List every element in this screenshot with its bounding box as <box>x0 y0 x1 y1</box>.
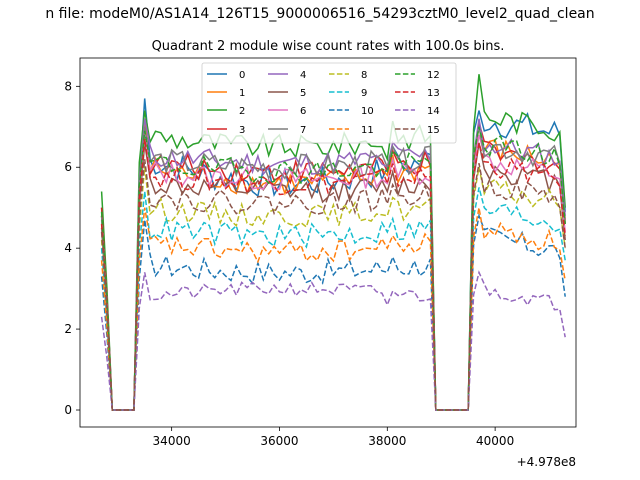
x-tick-label: 38000 <box>368 434 406 448</box>
series-line-10 <box>100 213 566 411</box>
series-line-12 <box>100 126 566 411</box>
y-axis: 0 2 4 6 8 <box>64 79 80 417</box>
legend-label: 2 <box>239 106 245 117</box>
series-line-7 <box>100 126 566 411</box>
y-tick-label: 6 <box>64 160 72 174</box>
series-line-9 <box>100 187 566 411</box>
legend-label: 8 <box>361 70 367 81</box>
legend-label: 6 <box>300 106 306 117</box>
legend-label: 11 <box>361 125 374 136</box>
legend-box <box>201 62 457 144</box>
y-tick-label: 2 <box>64 322 72 336</box>
x-axis-offset-label: +4.978e8 <box>517 455 576 469</box>
legend-label: 15 <box>427 125 440 136</box>
series-line-13 <box>100 138 566 411</box>
x-tick-label: 34000 <box>153 434 191 448</box>
series-line-11 <box>100 207 566 411</box>
series-line-6 <box>100 134 566 411</box>
legend-label: 1 <box>239 88 245 99</box>
legend-label: 7 <box>300 125 306 136</box>
legend-label: 5 <box>300 88 306 99</box>
x-tick-label: 36000 <box>260 434 298 448</box>
y-tick-label: 8 <box>64 79 72 93</box>
legend-label: 12 <box>427 70 440 81</box>
x-tick-label: 40000 <box>476 434 514 448</box>
legend-label: 4 <box>300 70 306 81</box>
series-line-5 <box>100 142 566 411</box>
y-tick-label: 4 <box>64 241 72 255</box>
legend-label: 10 <box>361 106 374 117</box>
legend-label: 3 <box>239 125 245 136</box>
series-line-8 <box>100 167 566 411</box>
y-tick-label: 0 <box>64 403 72 417</box>
figure-suptitle: n file: modeM0/AS1A14_126T15_9000006516_… <box>45 6 594 22</box>
series-line-14 <box>100 270 566 411</box>
chart-title: Quadrant 2 module wise count rates with … <box>152 39 505 54</box>
series-line-0 <box>100 98 566 411</box>
legend-label: 14 <box>427 106 440 117</box>
x-axis: 34000 36000 38000 40000 <box>153 427 514 448</box>
legend-label: 13 <box>427 88 440 99</box>
axes-frame <box>79 57 577 428</box>
legend-label: 9 <box>361 88 367 99</box>
series-line-15 <box>100 159 566 411</box>
legend-label: 0 <box>239 70 245 81</box>
